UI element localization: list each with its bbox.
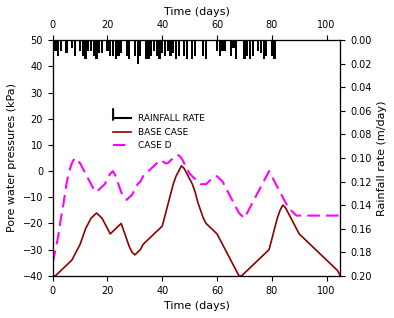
Bar bbox=[112, 40, 114, 56]
Bar bbox=[156, 40, 158, 56]
Bar bbox=[205, 40, 207, 59]
Y-axis label: Rainfall rate (m/day): Rainfall rate (m/day) bbox=[377, 100, 387, 216]
X-axis label: Time (days): Time (days) bbox=[164, 7, 229, 17]
Bar bbox=[257, 40, 259, 51]
Bar bbox=[109, 40, 112, 56]
Bar bbox=[260, 40, 262, 53]
Bar bbox=[202, 40, 204, 56]
Y-axis label: Pore water pressures (kPa): Pore water pressures (kPa) bbox=[7, 84, 17, 232]
Bar bbox=[178, 40, 180, 56]
Bar bbox=[115, 40, 117, 59]
Bar bbox=[147, 40, 150, 59]
Bar bbox=[101, 40, 103, 53]
Bar bbox=[230, 40, 232, 56]
Bar bbox=[265, 40, 268, 56]
Bar bbox=[74, 40, 76, 56]
Bar bbox=[183, 40, 185, 56]
Bar bbox=[175, 40, 177, 59]
Bar bbox=[232, 40, 234, 48]
Bar bbox=[251, 40, 254, 56]
Bar bbox=[167, 40, 169, 51]
Bar bbox=[153, 40, 155, 51]
Bar bbox=[126, 40, 128, 56]
Bar bbox=[164, 40, 166, 56]
Bar bbox=[219, 40, 221, 56]
Bar bbox=[246, 40, 248, 56]
Bar bbox=[90, 40, 92, 51]
Bar bbox=[186, 40, 188, 59]
Bar bbox=[65, 40, 67, 53]
Bar bbox=[71, 40, 73, 48]
Bar bbox=[54, 40, 57, 51]
Bar bbox=[106, 40, 109, 51]
Bar bbox=[93, 40, 95, 56]
Bar bbox=[235, 40, 237, 59]
Bar bbox=[60, 40, 62, 51]
Bar bbox=[271, 40, 273, 56]
Bar bbox=[194, 40, 196, 56]
Bar bbox=[172, 40, 174, 53]
Bar bbox=[134, 40, 136, 56]
Bar bbox=[137, 40, 139, 64]
Bar bbox=[224, 40, 226, 51]
Bar bbox=[216, 40, 218, 51]
Bar bbox=[128, 40, 130, 59]
Bar bbox=[84, 40, 87, 59]
Bar bbox=[221, 40, 224, 51]
Bar bbox=[169, 40, 171, 56]
Bar bbox=[79, 40, 81, 51]
Bar bbox=[262, 40, 265, 59]
Bar bbox=[249, 40, 251, 59]
Bar bbox=[191, 40, 193, 59]
Bar bbox=[120, 40, 122, 53]
Bar bbox=[150, 40, 152, 56]
Bar bbox=[82, 40, 84, 56]
Bar bbox=[158, 40, 161, 59]
Bar bbox=[57, 40, 59, 56]
Bar bbox=[161, 40, 164, 53]
Bar bbox=[87, 40, 89, 51]
Bar bbox=[273, 40, 276, 59]
X-axis label: Time (days): Time (days) bbox=[164, 301, 229, 311]
Legend: RAINFALL RATE, BASE CASE, CASE D: RAINFALL RATE, BASE CASE, CASE D bbox=[109, 111, 208, 154]
Bar bbox=[243, 40, 245, 59]
Bar bbox=[117, 40, 119, 56]
Bar bbox=[98, 40, 100, 53]
Bar bbox=[95, 40, 98, 59]
Bar bbox=[145, 40, 147, 59]
Bar bbox=[139, 40, 141, 56]
